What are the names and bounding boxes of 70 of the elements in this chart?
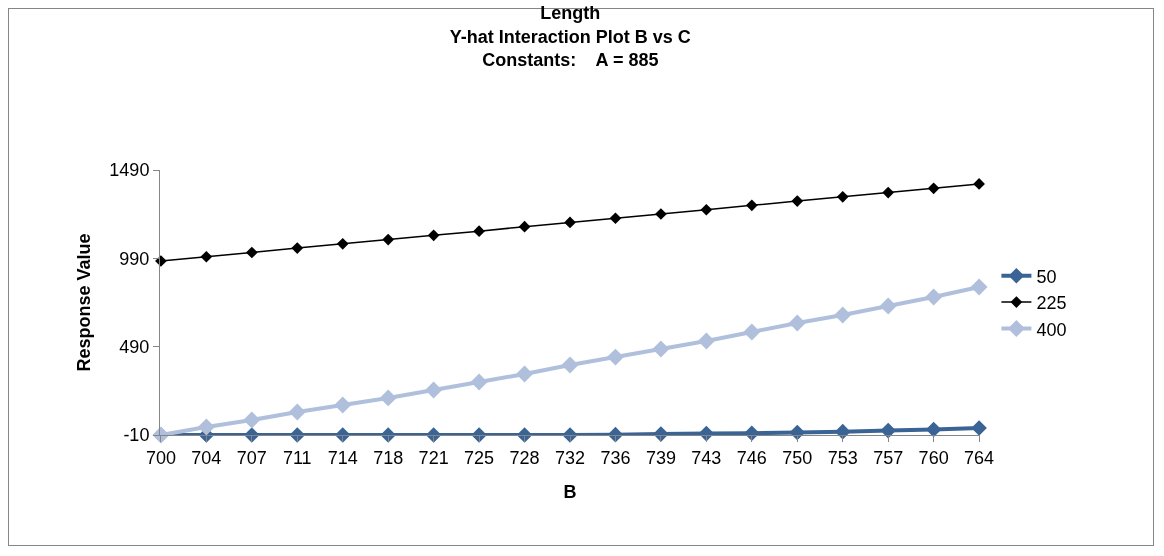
point (425, 427, 442, 443)
y-tick-label: 990 (119, 248, 150, 269)
x-tick-label: 721 (418, 447, 449, 468)
point (245, 246, 258, 259)
point (745, 199, 758, 212)
point (289, 427, 306, 443)
point (382, 233, 395, 246)
point (879, 297, 897, 315)
x-tick-label: 764 (964, 447, 995, 468)
y-axis-title: Response Value (73, 233, 94, 372)
point (518, 220, 531, 233)
x-tick-label: 757 (873, 447, 904, 468)
point (970, 278, 988, 296)
point (516, 365, 533, 383)
x-tick-label: 707 (236, 447, 267, 468)
x-tick-label: 750 (782, 447, 813, 468)
point (291, 242, 304, 254)
point (971, 420, 987, 436)
point (652, 340, 670, 358)
x-tick-label: 718 (373, 447, 404, 468)
point (609, 212, 622, 225)
x-tick-label: 714 (327, 447, 358, 468)
x-tick-label: 700 (145, 447, 176, 468)
point (743, 323, 761, 341)
point (197, 418, 215, 436)
point (473, 225, 485, 237)
x-tick-label: 743 (691, 447, 722, 468)
point (425, 381, 443, 399)
x-tick-label: 704 (191, 447, 222, 468)
x-tick-label: 736 (600, 447, 631, 468)
point (697, 332, 715, 350)
point (927, 182, 940, 195)
point (334, 396, 352, 414)
point (200, 250, 213, 263)
legend-label: 50 (1036, 266, 1057, 287)
x-tick-label: 728 (509, 447, 540, 468)
point (880, 422, 896, 439)
point (516, 427, 533, 443)
y-tick-label: 1490 (109, 160, 150, 181)
point (788, 314, 806, 332)
point (561, 356, 579, 374)
point (564, 216, 576, 229)
point (607, 348, 624, 366)
point (834, 306, 852, 324)
point (334, 427, 351, 443)
y-tick-label: -10 (123, 425, 150, 446)
legend-label: 400 (1036, 319, 1067, 340)
point (700, 203, 713, 216)
point (427, 229, 440, 242)
chart-title: Length Y-hat Interaction Plot B vs C Constants: A = 885 (449, 3, 691, 71)
point (336, 238, 349, 250)
point (379, 389, 397, 407)
point (836, 191, 849, 203)
point (791, 195, 804, 207)
x-tick-label: 711 (282, 447, 312, 468)
x-tick-label: 746 (736, 447, 767, 468)
point (925, 288, 943, 306)
point (789, 424, 806, 441)
y-tick-label: 490 (119, 336, 150, 357)
x-tick-label: 753 (827, 447, 858, 468)
x-tick-label: 739 (645, 447, 676, 468)
x-tick-label: 732 (554, 447, 586, 468)
x-axis-title: B (563, 481, 577, 502)
legend-label: 225 (1036, 293, 1067, 314)
point (243, 411, 261, 429)
x-tick-label: 725 (464, 447, 495, 468)
point (882, 186, 895, 199)
point (288, 403, 306, 421)
x-tick-label: 760 (918, 447, 949, 468)
point (470, 373, 488, 391)
